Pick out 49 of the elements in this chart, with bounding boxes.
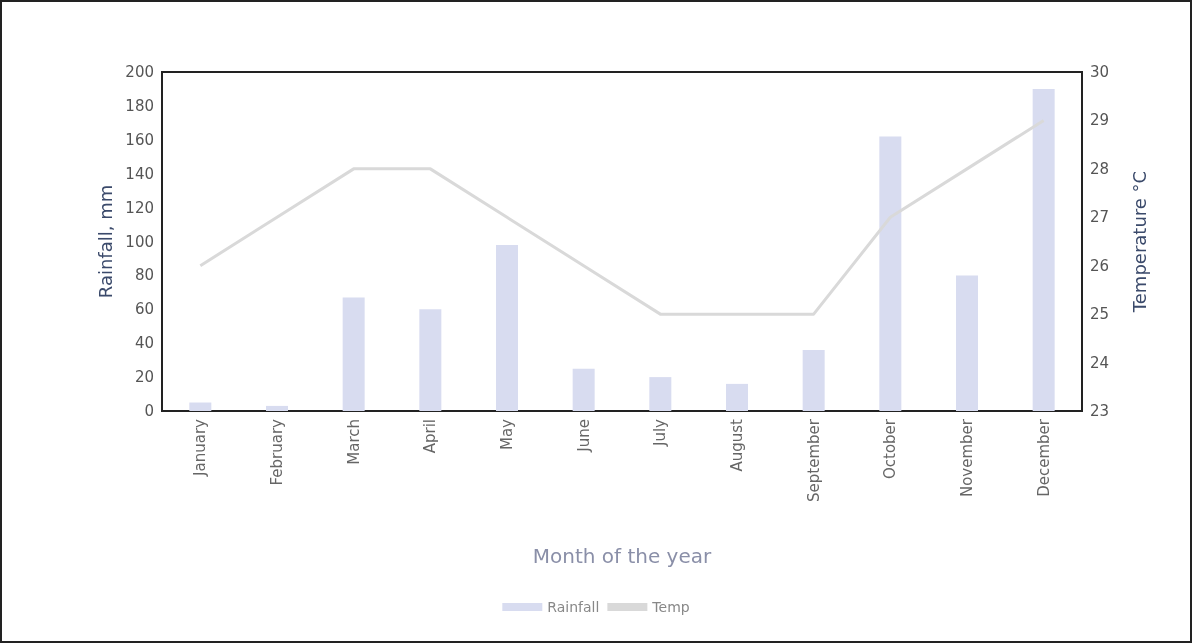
x-tick-label: January [191, 418, 210, 477]
y-tick-label: 80 [134, 266, 154, 285]
bar [1032, 88, 1055, 411]
x-tick-label: March [344, 419, 363, 465]
x-tick-label: February [268, 418, 286, 486]
bar [189, 402, 212, 411]
x-axis-title: Month of the year [532, 544, 713, 568]
x-tick-label: November [958, 418, 976, 498]
y-tick-label: 160 [125, 130, 154, 149]
y-tick-label: 120 [125, 198, 154, 217]
y2-axis-title: Temperature °C [1128, 170, 1150, 314]
y2-tick-label: 29 [1090, 111, 1110, 130]
y2-tick-label: 26 [1090, 256, 1110, 275]
bar [726, 383, 748, 411]
x-tick-label: June [574, 419, 593, 453]
y2-tick-label: 30 [1090, 63, 1110, 81]
y-tick-label: 140 [125, 164, 154, 183]
bar [956, 275, 978, 411]
y2-tick-label: 27 [1090, 208, 1110, 227]
x-tick-label: September [804, 418, 823, 502]
y-tick-label: 20 [134, 368, 154, 387]
x-tick-label: July [651, 418, 670, 447]
y2-tick-label: 25 [1090, 305, 1110, 324]
y-tick-label: 0 [144, 402, 154, 420]
y2-tick-label: 24 [1090, 353, 1110, 372]
bar [419, 309, 442, 411]
x-tick-label: August [728, 418, 746, 472]
line-series [198, 118, 1046, 316]
bar [342, 297, 365, 411]
bar [496, 244, 518, 411]
bar [572, 368, 595, 411]
legend-label: Temp [651, 599, 690, 615]
y-axis-title: Rainfall, mm [94, 184, 116, 299]
bar [879, 136, 902, 411]
y-tick-label: 100 [125, 232, 154, 251]
y-tick-label: 60 [134, 300, 154, 319]
bar [649, 377, 672, 411]
bar [266, 405, 288, 411]
y-tick-label: 180 [125, 96, 154, 115]
y2-tick-label: 28 [1090, 159, 1110, 178]
x-tick-label: May [498, 418, 516, 451]
x-tick-label: April [421, 419, 440, 454]
y2-tick-label: 23 [1090, 402, 1110, 420]
bar [802, 349, 825, 411]
y-tick-label: 40 [134, 334, 154, 353]
legend-label: Rainfall [547, 599, 600, 615]
x-tick-label: December [1034, 418, 1053, 497]
x-tick-label: October [881, 418, 900, 480]
y-tick-label: 200 [125, 63, 154, 81]
